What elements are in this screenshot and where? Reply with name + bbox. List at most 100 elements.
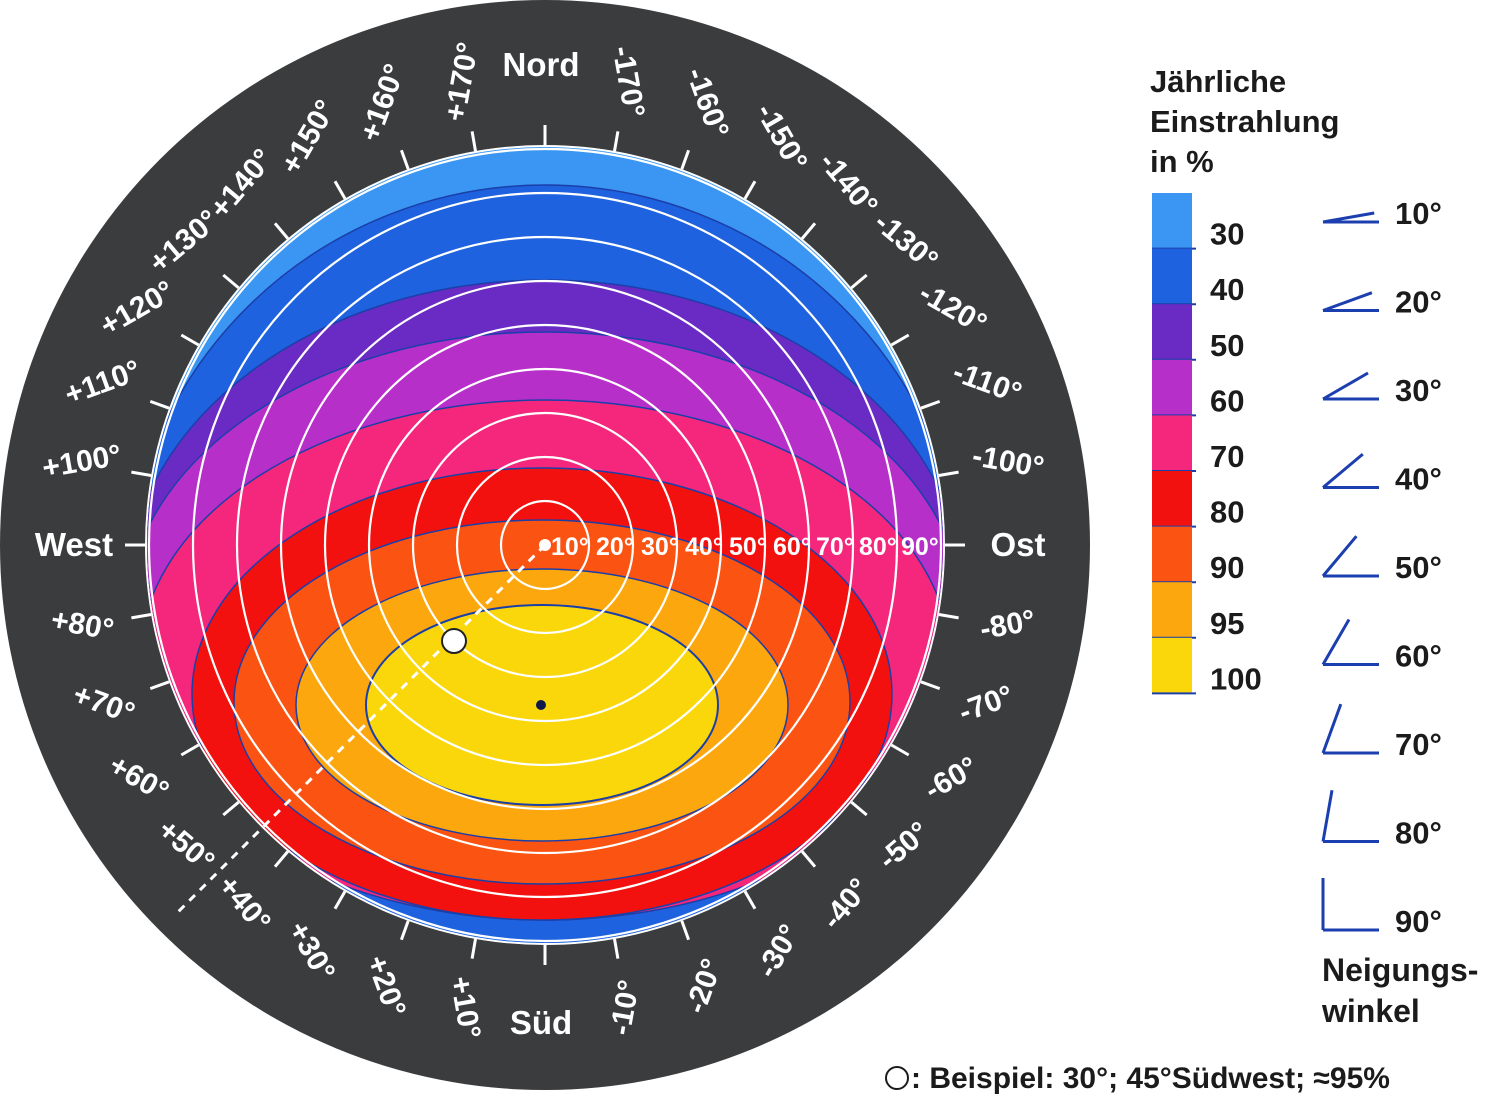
east-label: Ost — [990, 526, 1045, 563]
center-dot — [539, 539, 551, 551]
tilt-caption: Neigungs- winkel — [1322, 950, 1478, 1032]
azimuth-tick — [222, 273, 240, 290]
legend-label-40: 40 — [1210, 272, 1244, 307]
tilt-icon-10: 10° — [1322, 196, 1442, 231]
azimuth-tick — [131, 613, 152, 620]
azimuth-tick — [743, 180, 757, 200]
tilt-circle-50 — [323, 323, 767, 767]
azimuth-tick — [680, 920, 691, 941]
legend-label-60: 60 — [1210, 383, 1244, 418]
azimuth-tick — [180, 743, 200, 757]
tilt-icon-60: 60° — [1321, 618, 1442, 674]
azimuth-tick — [470, 131, 477, 152]
tilt-icon-surface — [1321, 535, 1358, 577]
tilt-icon-90: 90° — [1321, 878, 1442, 939]
example-marker — [441, 628, 467, 654]
legend-title-line-3: in % — [1150, 144, 1214, 179]
tilt-circle-90 — [147, 147, 943, 943]
legend-label-50: 50 — [1210, 328, 1244, 363]
legend-label-30: 30 — [1210, 217, 1244, 252]
west-label: West — [35, 526, 113, 563]
tilt-label-70: 70° — [816, 533, 854, 561]
tilt-caption-line-2: winkel — [1322, 993, 1420, 1029]
legend-swatch-90 — [1152, 526, 1192, 583]
azimuth-tick — [920, 680, 941, 691]
azimuth-tick — [273, 850, 290, 868]
tilt-circle-labels: 10° 20° 30° 40° 50° 60° 70° 80° 90° — [551, 533, 939, 561]
tilt-icon-surface — [1322, 211, 1375, 224]
tilt-label-10: 10° — [551, 533, 589, 561]
example-text: : Beispiel: 30°; 45°Südwest; ≈95% — [911, 1062, 1390, 1095]
north-label: Nord — [503, 46, 580, 83]
azimuth-tick — [149, 680, 170, 691]
tilt-icon-label-90: 90° — [1395, 904, 1442, 939]
tilt-icon-surface — [1322, 452, 1364, 489]
azimuth-tick — [890, 333, 910, 347]
azimuth-tick — [613, 938, 620, 959]
azimuth-tick — [938, 470, 959, 477]
azimuth-ticks — [125, 125, 965, 965]
tilt-circle-20 — [455, 455, 635, 635]
example-footnote: : Beispiel: 30°; 45°Südwest; ≈95% — [885, 1062, 1390, 1096]
tilt-icon-label-70: 70° — [1395, 727, 1442, 762]
tilt-label-60: 60° — [773, 533, 811, 561]
azimuth-tick — [613, 131, 620, 152]
legend-swatch-95 — [1152, 582, 1192, 638]
tilt-circles — [147, 147, 943, 943]
south-label: Süd — [510, 1004, 572, 1041]
azimuth-tick — [333, 890, 347, 910]
azimuth-tick — [743, 890, 757, 910]
legend-swatch-50 — [1152, 304, 1192, 360]
azimuth-tick — [800, 222, 817, 240]
legend-swatch-30 — [1152, 193, 1192, 249]
tilt-label-80: 80° — [859, 533, 897, 561]
azimuth-tick — [938, 613, 959, 620]
tilt-icon-surface — [1321, 703, 1343, 754]
tilt-circle-70 — [235, 235, 855, 855]
legend-swatch-70 — [1152, 415, 1192, 471]
tilt-circle-80 — [191, 191, 899, 899]
example-direction-line — [173, 543, 547, 917]
tilt-icon-label-80: 80° — [1395, 816, 1442, 851]
azimuth-tick — [131, 470, 152, 477]
tilt-angle-icons: 10° 20° 30° 40° 50° 60° 70° 80° 90° — [1321, 196, 1442, 939]
tilt-label-90: 90° — [901, 533, 939, 561]
legend-swatch-100 — [1152, 637, 1192, 694]
tilt-icon-40: 40° — [1322, 452, 1442, 497]
tilt-icon-surface — [1321, 618, 1351, 666]
legend-label-70: 70 — [1210, 439, 1244, 474]
tilt-icon-label-10: 10° — [1395, 196, 1442, 231]
legend-label-100: 100 — [1210, 661, 1262, 696]
tilt-caption-line-1: Neigungs- — [1322, 952, 1479, 988]
azimuth-tick — [180, 333, 200, 347]
tilt-icon-label-30: 30° — [1395, 373, 1442, 408]
azimuth-tick — [850, 273, 868, 290]
tilt-circle-40 — [367, 367, 723, 723]
azimuth-tick — [850, 800, 868, 817]
tilt-icon-80: 80° — [1321, 790, 1442, 851]
azimuth-tick — [399, 149, 410, 170]
tilt-label-30: 30° — [641, 533, 679, 561]
tilt-icon-20: 20° — [1322, 285, 1442, 320]
legend-label-95: 95 — [1210, 606, 1244, 641]
direction-labels: Nord Süd West Ost — [35, 46, 1046, 1041]
azimuth-tick — [920, 399, 941, 410]
azimuth-tick — [470, 938, 477, 959]
legend-color-scale: 30 40 50 60 70 80 90 95 100 — [1152, 193, 1262, 696]
tilt-icon-label-60: 60° — [1395, 639, 1442, 674]
tilt-icon-30: 30° — [1322, 371, 1442, 408]
tilt-icon-surface — [1322, 291, 1373, 312]
azimuth-tick — [333, 180, 347, 200]
legend-swatch-60 — [1152, 359, 1192, 416]
tilt-icon-label-50: 50° — [1395, 550, 1442, 585]
tilt-icon-label-40: 40° — [1395, 462, 1442, 497]
azimuth-tick — [399, 920, 410, 941]
tilt-circle-10 — [499, 499, 591, 591]
tilt-icon-50: 50° — [1321, 535, 1442, 585]
azimuth-tick — [890, 743, 910, 757]
legend-title-line-2: Einstrahlung — [1150, 104, 1340, 139]
tilt-icon-surface — [1321, 790, 1334, 842]
azimuth-tick — [800, 850, 817, 868]
legend-swatch-40 — [1152, 248, 1192, 305]
tilt-icon-label-20: 20° — [1395, 285, 1442, 320]
